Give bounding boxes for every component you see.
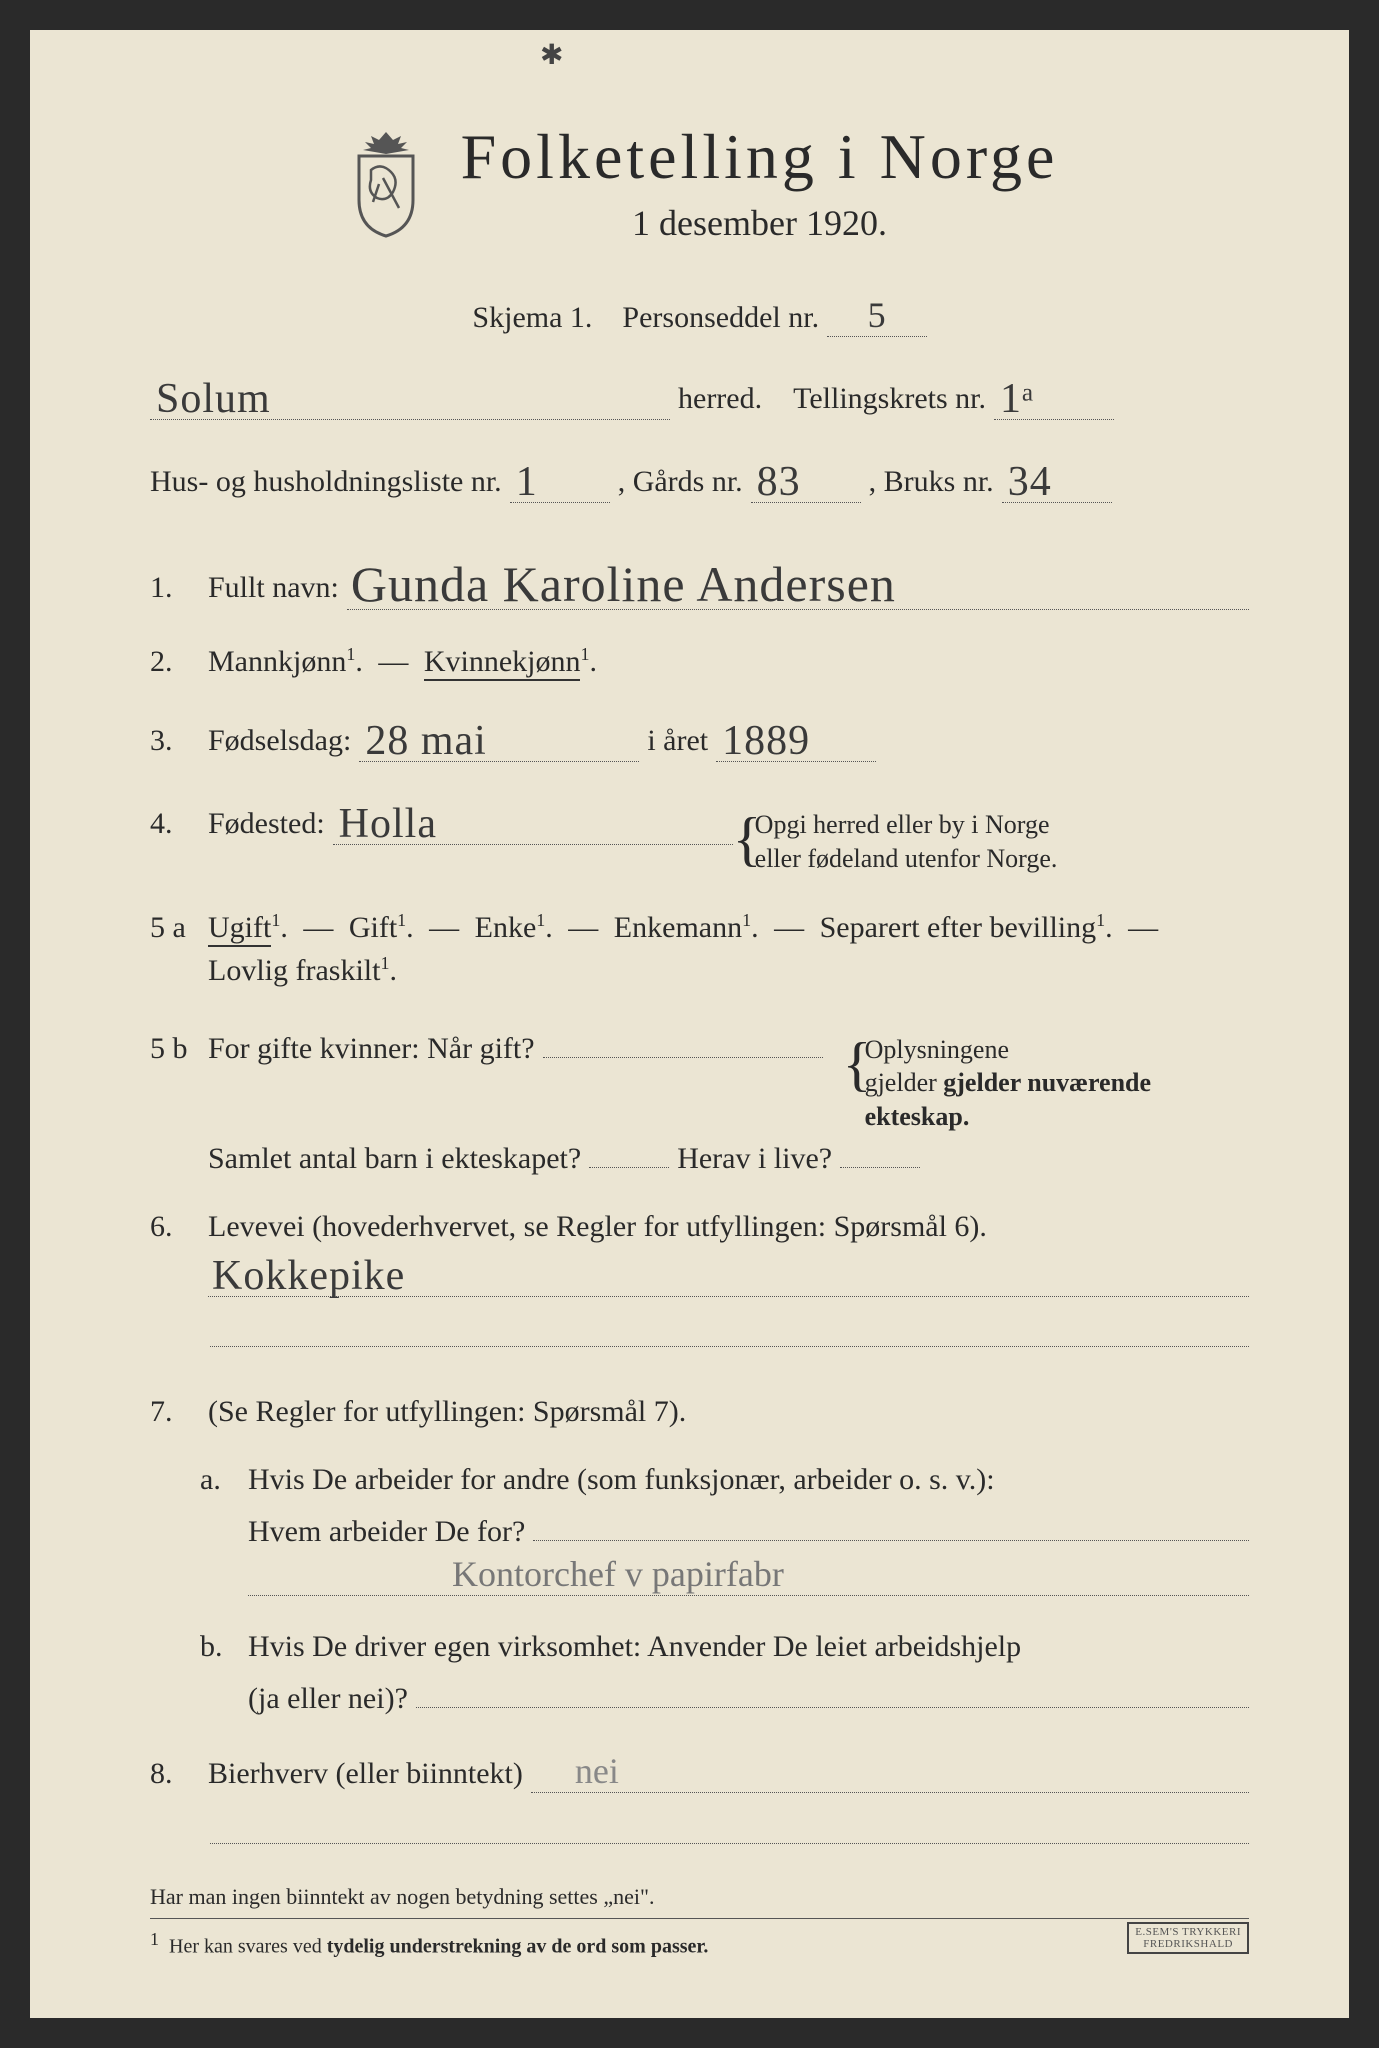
q5a-separert: Separert efter bevilling1.: [820, 910, 1113, 945]
q3-row: 3. Fødselsdag: 28 mai i året 1889: [150, 713, 1249, 762]
q7b-row: b. Hvis De driver egen virksomhet: Anven…: [150, 1630, 1249, 1664]
footnote-nei: Har man ingen biinntekt av nogen betydni…: [150, 1884, 1249, 1910]
q8-blank-line: [210, 1821, 1249, 1843]
header: Folketelling i Norge 1 desember 1920.: [150, 120, 1249, 244]
q4-note: Opgi herred eller by i Norge eller fødel…: [741, 808, 1058, 876]
q1-value: Gunda Karoline Andersen: [351, 556, 896, 612]
q5b-barn-label: Samlet antal barn i ekteskapet?: [208, 1142, 581, 1176]
q7a-row: a. Hvis De arbeider for andre (som funks…: [150, 1463, 1249, 1497]
q6-blank-line: [210, 1325, 1249, 1347]
q1-num: 1.: [150, 571, 200, 605]
page-subtitle: 1 desember 1920.: [461, 202, 1059, 244]
q7a-label: Hvis De arbeider for andre (som funksjon…: [248, 1463, 995, 1497]
q7a-row2: Hvem arbeider De for?: [150, 1505, 1249, 1549]
q5b-row2: Samlet antal barn i ekteskapet? Herav i …: [150, 1142, 1249, 1176]
q7b-label2: (ja eller nei)?: [248, 1682, 408, 1716]
q5b-num: 5 b: [150, 1032, 200, 1066]
husliste-label: Hus- og husholdningsliste nr.: [150, 465, 502, 499]
q7b-letter: b.: [200, 1630, 240, 1664]
husliste-value: 1: [516, 459, 538, 505]
q5a-row2: Lovlig fraskilt1.: [150, 953, 1249, 988]
q5a-enkemann: Enkemann1.: [614, 910, 759, 945]
q7-row: 7. (Se Regler for utfyllingen: Spørsmål …: [150, 1395, 1249, 1429]
schema-label: Skjema 1.: [472, 301, 592, 334]
q6-label: Levevei (hovederhvervet, se Regler for u…: [208, 1210, 987, 1244]
q6-value-row: Kokkepike: [150, 1248, 1249, 1297]
q6-row: 6. Levevei (hovederhvervet, se Regler fo…: [150, 1210, 1249, 1244]
q7b-row2: (ja eller nei)?: [150, 1672, 1249, 1716]
q5b-herav-label: Herav i live?: [677, 1142, 832, 1176]
q5a-enke: Enke1.: [475, 910, 553, 945]
q7-num: 7.: [150, 1395, 200, 1429]
q5a-fraskilt: Lovlig fraskilt1.: [208, 953, 397, 988]
personseddel-value: 5: [868, 295, 886, 335]
tellingskrets-label: Tellingskrets nr.: [793, 382, 986, 416]
footnote-1: 1 Her kan svares ved tydelig understrekn…: [150, 1918, 1249, 1959]
q8-value: nei: [575, 1751, 619, 1791]
q7a-value-row: Kontorchef v papirfabr: [150, 1553, 1249, 1596]
q7a-letter: a.: [200, 1463, 240, 1497]
q7a-label2: Hvem arbeider De for?: [248, 1515, 525, 1549]
q3-day: 28 mai: [365, 718, 486, 764]
gaard-value: 83: [757, 459, 801, 505]
q4-label: Fødested:: [208, 807, 325, 841]
q7-label: (Se Regler for utfyllingen: Spørsmål 7).: [208, 1395, 686, 1429]
q5a-gift: Gift1.: [349, 910, 414, 945]
census-form-page: Folketelling i Norge 1 desember 1920. Sk…: [30, 30, 1349, 2018]
q5b-row: 5 b For gifte kvinner: Når gift? Oplysni…: [150, 1022, 1249, 1134]
q1-row: 1. Fullt navn: Gunda Karoline Andersen: [150, 551, 1249, 610]
q8-row: 8. Bierhverv (eller biinntekt) nei: [150, 1750, 1249, 1793]
coat-of-arms-icon: [341, 130, 431, 240]
title-block: Folketelling i Norge 1 desember 1920.: [461, 120, 1059, 244]
printer-mark: E.SEM'S TRYKKERIFREDRIKSHALD: [1127, 1922, 1249, 1954]
q4-row: 4. Fødested: Holla Opgi herred eller by …: [150, 796, 1249, 876]
q2-row: 2. Mannkjønn1. — Kvinnekjønn1.: [150, 644, 1249, 679]
herred-line: Solum ✱ herred. Tellingskrets nr. 1ᵃ: [150, 371, 1249, 420]
personseddel-label: Personseddel nr.: [622, 301, 819, 334]
q3-year: 1889: [722, 718, 810, 764]
gaard-label: , Gårds nr.: [618, 465, 743, 499]
q5b-label: For gifte kvinner: Når gift?: [208, 1032, 535, 1066]
q7a-value: Kontorchef v papirfabr: [452, 1554, 784, 1594]
tellingskrets-value: 1ᵃ: [1000, 376, 1034, 422]
q3-num: 3.: [150, 724, 200, 758]
q5a-row: 5 a Ugift1. — Gift1. — Enke1. — Enkemann…: [150, 910, 1249, 945]
q3-label: Fødselsdag:: [208, 724, 351, 758]
q2-num: 2.: [150, 645, 200, 679]
husliste-line: Hus- og husholdningsliste nr. 1 , Gårds …: [150, 454, 1249, 503]
q7b-label: Hvis De driver egen virksomhet: Anvender…: [248, 1630, 1021, 1664]
q4-num: 4.: [150, 807, 200, 841]
bruks-value: 34: [1008, 459, 1052, 505]
q5b-note: Oplysningene gjelder gjelder nuværende e…: [851, 1033, 1151, 1134]
bruks-label: , Bruks nr.: [869, 465, 994, 499]
q1-label: Fullt navn:: [208, 571, 339, 605]
q2-mann: Mannkjønn1.: [208, 644, 363, 679]
q6-num: 6.: [150, 1210, 200, 1244]
q5a-ugift: Ugift1.: [208, 910, 288, 945]
page-title: Folketelling i Norge: [461, 120, 1059, 194]
schema-line: Skjema 1. Personseddel nr. 5: [150, 294, 1249, 337]
herred-value: Solum: [156, 376, 271, 422]
q5a-num: 5 a: [150, 911, 200, 945]
q6-value: Kokkepike: [212, 1253, 405, 1299]
herred-label: herred.: [678, 382, 762, 416]
q4-value: Holla: [339, 801, 437, 847]
q3-year-label: i året: [647, 724, 708, 758]
q2-kvinne: Kvinnekjønn1.: [424, 644, 597, 679]
q8-label: Bierhverv (eller biinntekt): [208, 1757, 523, 1791]
q8-num: 8.: [150, 1757, 200, 1791]
